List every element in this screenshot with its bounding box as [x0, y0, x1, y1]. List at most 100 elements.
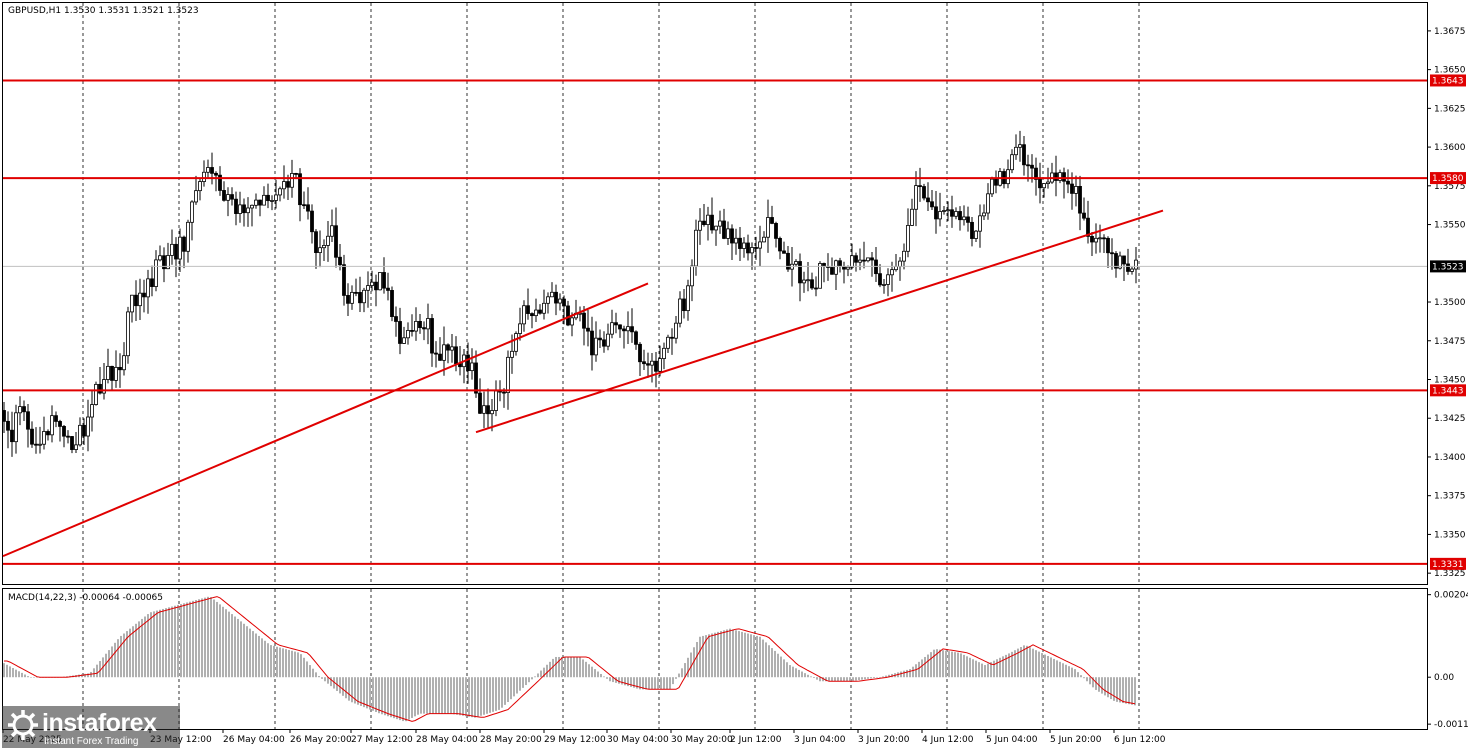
candle-body [26, 411, 30, 430]
macd-bar [249, 628, 251, 678]
macd-bar [918, 661, 920, 678]
candle-body [206, 167, 210, 173]
candle-body [750, 247, 754, 254]
candle-body [50, 415, 54, 436]
macd-bar [396, 677, 398, 720]
candle-body [1010, 154, 1014, 171]
macd-bar [789, 665, 791, 678]
candle-body [530, 313, 534, 317]
macd-bar [510, 677, 512, 700]
candle-body [738, 237, 742, 249]
candle-body [1026, 164, 1030, 167]
candle-body [146, 278, 150, 298]
price-tick-label: 1.3425 [1434, 414, 1466, 424]
macd-bar [117, 639, 119, 678]
macd-bar [261, 638, 263, 678]
trendlines [2, 209, 1164, 558]
time-tick-label: 6 Jun 12:00 [1114, 735, 1166, 745]
candle-body [502, 391, 506, 394]
macd-bar [201, 598, 203, 678]
macd-bar [447, 677, 449, 714]
macd-bar [507, 677, 509, 703]
macd-bar [429, 677, 431, 714]
macd-bar [744, 632, 746, 678]
candle-body [954, 211, 958, 217]
macd-bar [660, 677, 662, 690]
candle-body [946, 209, 950, 212]
macd-bar [765, 642, 767, 678]
macd-bar [318, 675, 320, 678]
candle-body [358, 292, 362, 304]
candle-body [854, 255, 858, 263]
candle-body [274, 194, 278, 201]
candle-body [42, 431, 46, 445]
candle-body [1086, 217, 1090, 237]
candle-body [586, 327, 590, 332]
candle-body [278, 188, 282, 196]
candle-body [38, 443, 42, 446]
candle-body [702, 220, 706, 225]
macd-bar [1017, 648, 1019, 678]
macd-bar [234, 616, 236, 678]
macd-bar [1008, 653, 1010, 678]
macd-bar [297, 652, 299, 678]
macd-bar [987, 663, 989, 678]
macd-bar [879, 677, 881, 678]
macd-bar [573, 656, 575, 678]
macd-bar [129, 628, 131, 678]
candle-body [62, 426, 66, 437]
macd-bar [1119, 677, 1121, 703]
time-tick-label: 5 Jun 20:00 [1050, 735, 1102, 745]
macd-bar [1041, 653, 1043, 678]
candle-body [2, 410, 6, 422]
candle-body [526, 305, 530, 314]
time-tick-label: 27 May 12:00 [351, 735, 413, 745]
macd-bar [960, 653, 962, 678]
macd-bar [285, 649, 287, 678]
candle-body [654, 360, 658, 372]
macd-bar [1023, 645, 1025, 678]
macd-bar [339, 677, 341, 694]
candle-body [570, 317, 574, 326]
candle-body [666, 336, 670, 349]
macd-bar [831, 677, 833, 682]
candle-body [630, 326, 634, 333]
macd-bar [933, 649, 935, 678]
chart-title: GBPUSD,H1 1.3530 1.3531 1.3521 1.3523 [8, 6, 199, 16]
candle-body [522, 305, 526, 325]
candle-body [186, 221, 190, 252]
macd-bar [552, 658, 554, 678]
macd-bar [927, 654, 929, 678]
macd-bar [645, 677, 647, 690]
candle-body [382, 272, 386, 289]
price-panel-frame [2, 2, 1428, 585]
macd-series [3, 596, 1136, 722]
macd-bar [462, 677, 464, 716]
level-label-box [1430, 384, 1466, 397]
candle-body [106, 365, 110, 380]
macd-bar [555, 656, 557, 678]
macd-bar [828, 677, 830, 682]
macd-bar [1080, 675, 1082, 678]
macd-bar [810, 676, 812, 678]
candle-body [1054, 172, 1058, 181]
macd-bar [975, 660, 977, 678]
macd-bar [882, 676, 884, 678]
macd-bar [276, 646, 278, 678]
macd-bar [714, 632, 716, 678]
macd-bar [849, 677, 851, 682]
current-price-label: 1.3523 [1432, 262, 1464, 272]
candle-body [582, 312, 586, 329]
macd-bar [1116, 677, 1118, 702]
candle-body [158, 255, 162, 261]
level-label-box [1430, 172, 1466, 185]
macd-bar [246, 626, 248, 678]
macd-bar [930, 652, 932, 678]
candle-body [162, 255, 166, 270]
macd-bar [954, 652, 956, 678]
candle-body [882, 284, 886, 286]
candle-body [714, 225, 718, 231]
instaforex-logo: instaforex Instant Forex Trading [2, 706, 180, 748]
macd-bar [972, 659, 974, 678]
macd-bar [1098, 677, 1100, 692]
